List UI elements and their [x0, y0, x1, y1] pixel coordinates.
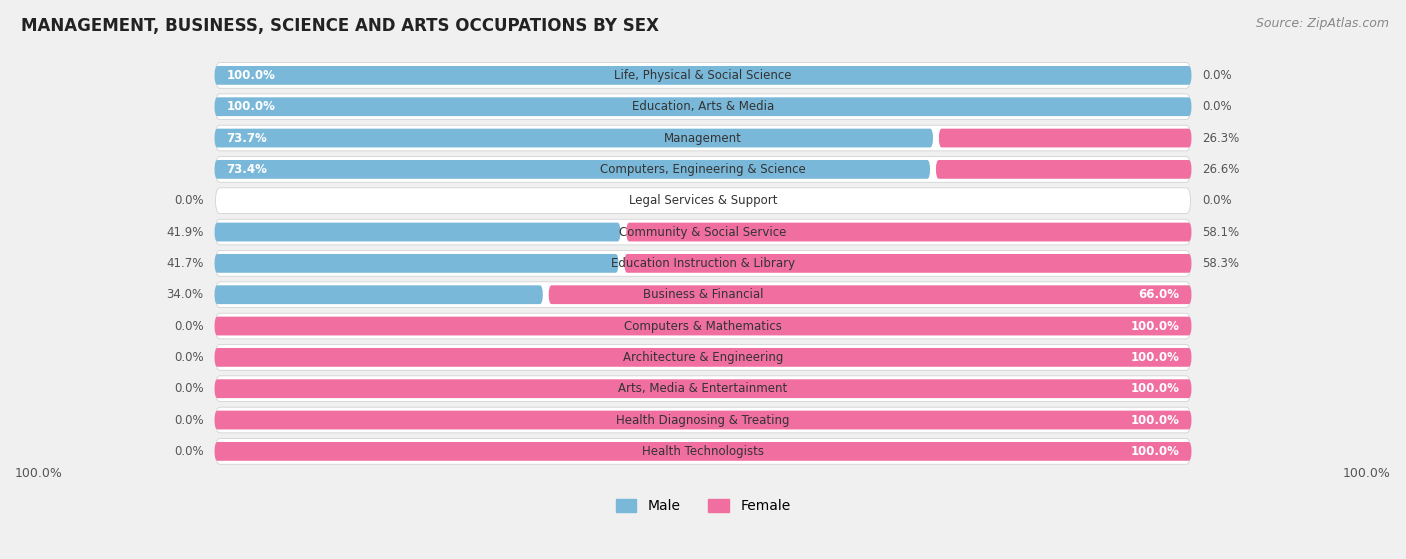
Text: 26.3%: 26.3%	[1202, 131, 1240, 145]
Text: 100.0%: 100.0%	[1130, 351, 1180, 364]
Text: 34.0%: 34.0%	[166, 288, 204, 301]
FancyBboxPatch shape	[215, 129, 934, 148]
FancyBboxPatch shape	[215, 344, 1191, 370]
Text: Computers & Mathematics: Computers & Mathematics	[624, 320, 782, 333]
FancyBboxPatch shape	[215, 380, 1191, 398]
Text: Computers, Engineering & Science: Computers, Engineering & Science	[600, 163, 806, 176]
FancyBboxPatch shape	[215, 222, 620, 241]
FancyBboxPatch shape	[215, 285, 543, 304]
FancyBboxPatch shape	[215, 407, 1191, 433]
Text: 0.0%: 0.0%	[1202, 194, 1232, 207]
FancyBboxPatch shape	[215, 442, 1191, 461]
FancyBboxPatch shape	[215, 438, 1191, 464]
Text: 100.0%: 100.0%	[1130, 414, 1180, 427]
FancyBboxPatch shape	[215, 94, 1191, 120]
Text: 0.0%: 0.0%	[174, 445, 204, 458]
FancyBboxPatch shape	[215, 63, 1191, 88]
Text: 100.0%: 100.0%	[1130, 320, 1180, 333]
FancyBboxPatch shape	[215, 411, 1191, 429]
Legend: Male, Female: Male, Female	[616, 499, 790, 513]
FancyBboxPatch shape	[215, 188, 1191, 214]
Text: 0.0%: 0.0%	[174, 320, 204, 333]
Text: 58.1%: 58.1%	[1202, 225, 1240, 239]
Text: 0.0%: 0.0%	[174, 351, 204, 364]
FancyBboxPatch shape	[215, 250, 1191, 276]
FancyBboxPatch shape	[215, 160, 929, 179]
Text: 26.6%: 26.6%	[1202, 163, 1240, 176]
Text: 100.0%: 100.0%	[1130, 382, 1180, 395]
Text: 100.0%: 100.0%	[1130, 445, 1180, 458]
FancyBboxPatch shape	[624, 254, 1191, 273]
Text: Life, Physical & Social Science: Life, Physical & Social Science	[614, 69, 792, 82]
Text: Education Instruction & Library: Education Instruction & Library	[612, 257, 794, 270]
Text: 100.0%: 100.0%	[15, 467, 63, 480]
Text: 0.0%: 0.0%	[1202, 69, 1232, 82]
Text: Health Technologists: Health Technologists	[643, 445, 763, 458]
FancyBboxPatch shape	[215, 316, 1191, 335]
Text: Legal Services & Support: Legal Services & Support	[628, 194, 778, 207]
FancyBboxPatch shape	[215, 313, 1191, 339]
Text: Architecture & Engineering: Architecture & Engineering	[623, 351, 783, 364]
FancyBboxPatch shape	[215, 125, 1191, 151]
FancyBboxPatch shape	[548, 285, 1191, 304]
FancyBboxPatch shape	[215, 157, 1191, 182]
Text: 41.7%: 41.7%	[166, 257, 204, 270]
FancyBboxPatch shape	[936, 160, 1191, 179]
Text: 66.0%: 66.0%	[1139, 288, 1180, 301]
Text: Source: ZipAtlas.com: Source: ZipAtlas.com	[1256, 17, 1389, 30]
Text: 0.0%: 0.0%	[174, 194, 204, 207]
Text: Management: Management	[664, 131, 742, 145]
FancyBboxPatch shape	[215, 66, 1191, 85]
Text: Health Diagnosing & Treating: Health Diagnosing & Treating	[616, 414, 790, 427]
FancyBboxPatch shape	[626, 222, 1191, 241]
Text: MANAGEMENT, BUSINESS, SCIENCE AND ARTS OCCUPATIONS BY SEX: MANAGEMENT, BUSINESS, SCIENCE AND ARTS O…	[21, 17, 659, 35]
Text: 73.4%: 73.4%	[226, 163, 267, 176]
FancyBboxPatch shape	[939, 129, 1191, 148]
Text: Community & Social Service: Community & Social Service	[619, 225, 787, 239]
FancyBboxPatch shape	[215, 97, 1191, 116]
Text: 0.0%: 0.0%	[1202, 100, 1232, 113]
Text: Arts, Media & Entertainment: Arts, Media & Entertainment	[619, 382, 787, 395]
Text: 0.0%: 0.0%	[174, 382, 204, 395]
Text: Business & Financial: Business & Financial	[643, 288, 763, 301]
Text: 100.0%: 100.0%	[226, 69, 276, 82]
Text: 100.0%: 100.0%	[1343, 467, 1391, 480]
FancyBboxPatch shape	[215, 282, 1191, 307]
Text: 58.3%: 58.3%	[1202, 257, 1239, 270]
FancyBboxPatch shape	[215, 376, 1191, 401]
FancyBboxPatch shape	[215, 348, 1191, 367]
Text: 41.9%: 41.9%	[166, 225, 204, 239]
Text: Education, Arts & Media: Education, Arts & Media	[631, 100, 775, 113]
Text: 0.0%: 0.0%	[174, 414, 204, 427]
Text: 73.7%: 73.7%	[226, 131, 267, 145]
FancyBboxPatch shape	[215, 219, 1191, 245]
Text: 100.0%: 100.0%	[226, 100, 276, 113]
FancyBboxPatch shape	[215, 254, 619, 273]
